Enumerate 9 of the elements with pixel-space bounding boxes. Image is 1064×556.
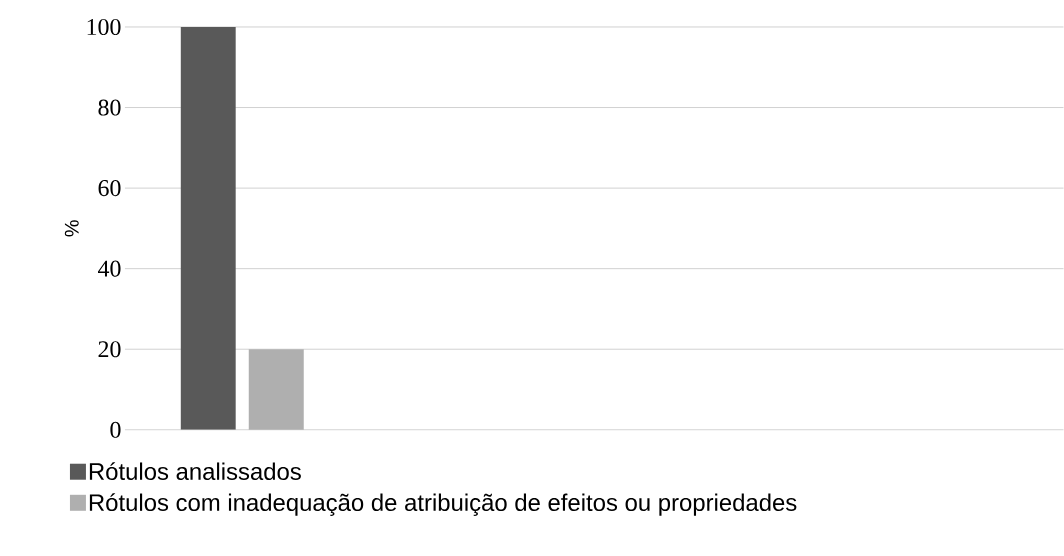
y-tick-label: 40 [98,260,121,277]
legend-label: Rótulos com inadequação de atribuição de efeitos ou propriedades [89,493,797,517]
y-tick-label: 100 [87,19,121,36]
y-tick-label: 80 [98,99,121,116]
y-tick-label: 0 [110,421,121,438]
y-tick-label: 20 [98,341,121,358]
y-tick-label: 60 [98,180,121,197]
legend-label: Rótulos analissados [89,462,301,481]
y-axis-title: % [64,220,79,237]
